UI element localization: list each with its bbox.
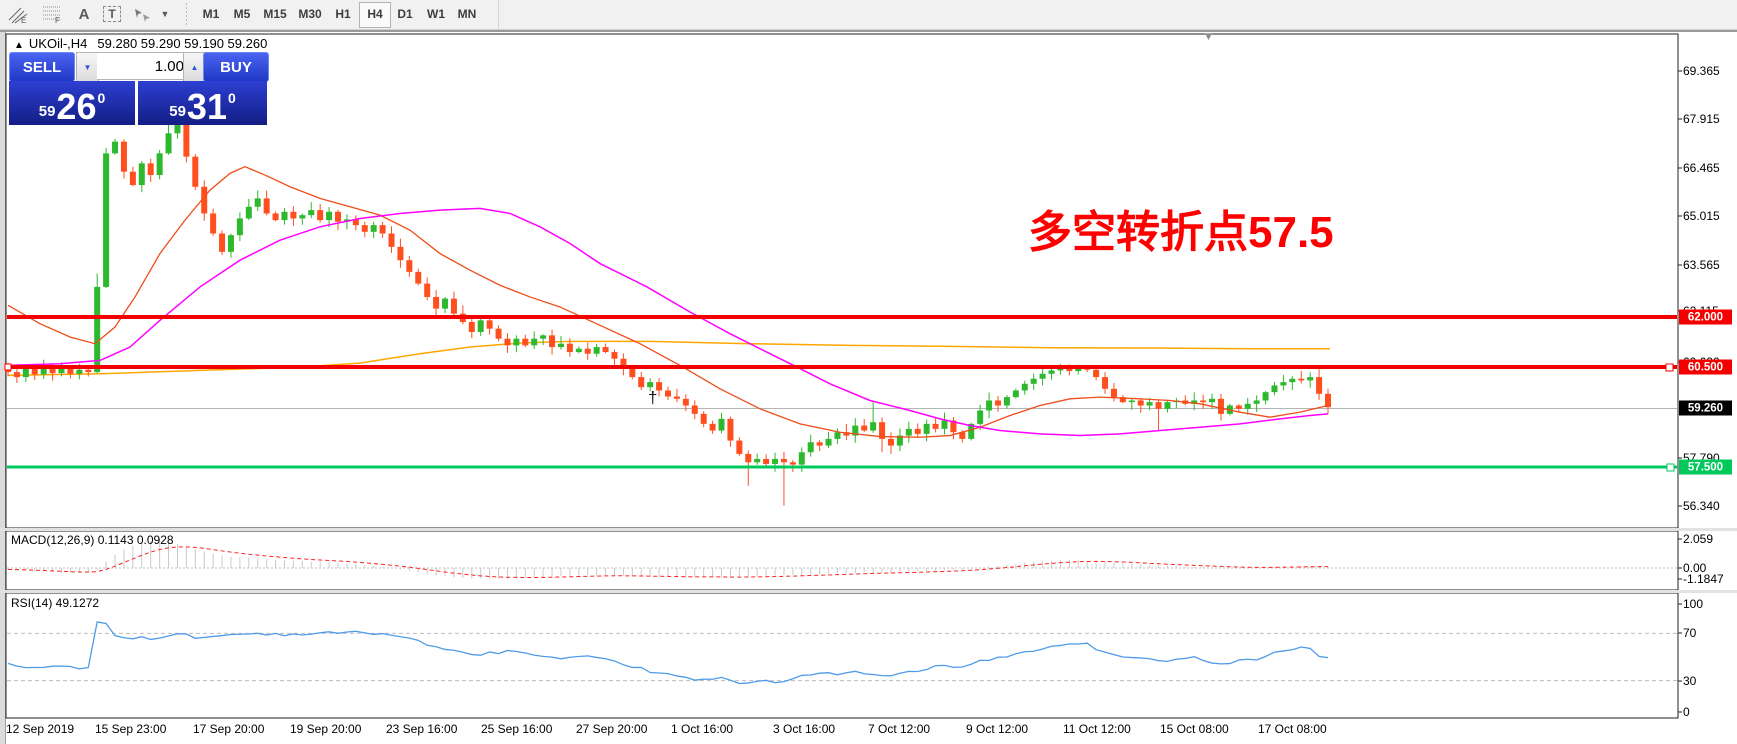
chart-shift-marker-icon[interactable]: ▼ (1203, 31, 1214, 43)
price-axis-tick: 65.015 (1683, 209, 1720, 223)
chart-title: ▲ UKOil-,H4 59.280 59.290 59.190 59.260 (14, 36, 267, 51)
price-badge-59.260: 59.260 (1679, 400, 1732, 416)
draw-channel-icon[interactable]: E (4, 2, 32, 26)
date-axis-label: 17 Oct 08:00 (1258, 722, 1327, 736)
date-axis-label: 7 Oct 12:00 (868, 722, 931, 736)
date-axis-label: 11 Oct 12:00 (1063, 722, 1131, 736)
main-chart-frame (5, 33, 1679, 529)
rsi-panel-frame (5, 592, 1679, 719)
arrow-objects-icon[interactable] (128, 2, 156, 26)
buy-price-sup: 0 (227, 90, 236, 106)
hline-57.5-handle (1666, 463, 1675, 472)
date-axis-label: 12 Sep 2019 (6, 722, 75, 736)
panel-splitter[interactable] (0, 528, 1737, 531)
text-annotation: 多空转折点57.5 (1028, 208, 1334, 257)
date-axis-label: 25 Sep 16:00 (481, 722, 553, 736)
date-axis-label: 27 Sep 20:00 (576, 722, 648, 736)
price-badge-60.500: 60.500 (1679, 359, 1732, 375)
ohlc-values: 59.280 59.290 59.190 59.260 (97, 36, 268, 51)
timeframe-button-h1[interactable]: H1 (335, 7, 351, 21)
window-border (0, 30, 1737, 32)
date-axis-label: 3 Oct 16:00 (773, 722, 836, 736)
toolbar-separator (186, 3, 187, 25)
dagger-marker: † (648, 388, 658, 407)
buy-price-big: 31 (186, 86, 227, 127)
price-axis-tick: 66.465 (1683, 161, 1720, 175)
macd-histogram (7, 540, 1329, 579)
svg-text:E: E (21, 16, 26, 24)
rsi-axis-tick: 30 (1683, 674, 1697, 688)
date-axis-label: 15 Sep 23:00 (95, 722, 167, 736)
macd-panel-frame (5, 530, 1679, 591)
collapse-arrow-icon[interactable]: ▲ (14, 40, 24, 51)
arrows-dropdown-caret-icon[interactable]: ▼ (160, 9, 170, 19)
svg-text:F: F (55, 16, 60, 24)
sell-price-sup: 0 (97, 90, 106, 106)
price-axis-tick: 63.565 (1683, 258, 1720, 272)
buy-button[interactable]: BUY (203, 52, 269, 82)
price-axis-tick: 69.365 (1683, 64, 1720, 78)
buy-price-display[interactable]: 59 31 0 (138, 81, 267, 125)
macd-axis-tick: 0.00 (1683, 561, 1707, 575)
text-icon[interactable]: A (78, 5, 90, 23)
rsi-axis-tick: 70 (1683, 626, 1697, 640)
volume-decrease-button[interactable]: ▼ (76, 52, 99, 82)
date-axis-label: 9 Oct 12:00 (966, 722, 1029, 736)
buy-price-small: 59 (169, 103, 186, 120)
timeframe-button-m1[interactable]: M1 (202, 7, 220, 21)
sell-price-big: 26 (56, 86, 97, 127)
rsi-indicator-label: RSI(14) 49.1272 (11, 596, 100, 610)
panel-splitter[interactable] (0, 590, 1737, 593)
timeframe-button-w1[interactable]: W1 (427, 7, 445, 21)
rsi-axis-tick: 0 (1683, 705, 1690, 719)
macd-axis-tick: -1.1847 (1683, 572, 1724, 586)
timeframe-button-d1[interactable]: D1 (397, 7, 413, 21)
sell-button[interactable]: SELL (9, 52, 75, 82)
price-axis-tick: 56.340 (1683, 499, 1720, 513)
hline-60.5-left-handle (4, 363, 12, 371)
date-axis-label: 23 Sep 16:00 (386, 722, 458, 736)
ma-slow-line (7, 207, 1329, 437)
timeframe-button-h4[interactable]: H4 (359, 2, 391, 28)
timeframe-button-m5[interactable]: M5 (233, 7, 251, 21)
toolbar-separator (498, 0, 499, 29)
timeframe-button-m15[interactable]: M15 (263, 7, 287, 21)
price-axis-tick: 67.915 (1683, 112, 1720, 126)
hline-60.5-handle (1665, 363, 1674, 372)
macd-indicator-label: MACD(12,26,9) 0.1143 0.0928 (11, 533, 174, 547)
rsi-line (7, 621, 1329, 685)
timeframe-button-m30[interactable]: M30 (298, 7, 322, 21)
date-axis-label: 19 Sep 20:00 (290, 722, 362, 736)
macd-axis-tick: 2.059 (1683, 532, 1714, 546)
rsi-axis-tick: 100 (1683, 597, 1704, 611)
price-badge-62.000: 62.000 (1679, 309, 1732, 325)
date-axis-label: 17 Sep 20:00 (193, 722, 265, 736)
toolbar: E F A T ▼ M1 M5 M15 M30 H1 H4 D1 W1 MN (0, 0, 1737, 30)
sell-price-small: 59 (38, 103, 56, 120)
text-label-icon[interactable]: T (98, 2, 126, 26)
timeframe-button-mn[interactable]: MN (457, 7, 477, 21)
date-axis-label: 1 Oct 16:00 (671, 722, 734, 736)
date-axis-label: 15 Oct 08:00 (1160, 722, 1229, 736)
volume-input[interactable] (97, 52, 190, 80)
macd-signal-line (7, 546, 1329, 578)
sell-price-display[interactable]: 59 26 0 (9, 81, 135, 125)
price-badge-57.500: 57.500 (1679, 459, 1732, 475)
fibonacci-grid-icon[interactable]: F (38, 2, 66, 26)
symbol-period-label: UKOil-,H4 (28, 36, 88, 51)
